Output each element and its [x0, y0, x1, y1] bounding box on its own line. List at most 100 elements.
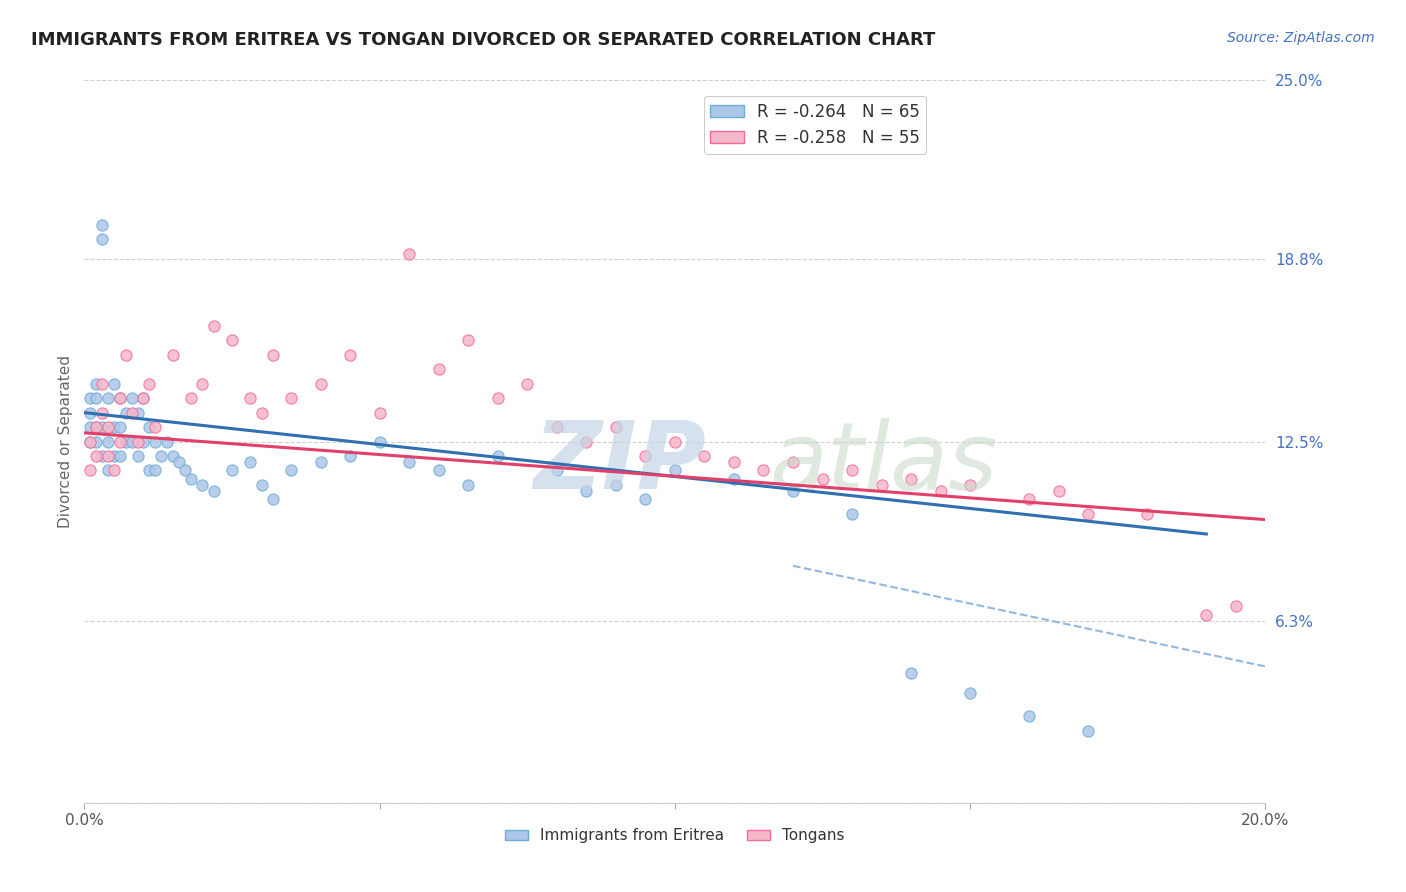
Point	[1018, 709, 1040, 723]
Point	[427, 362, 450, 376]
Point	[108, 420, 131, 434]
Point	[103, 449, 125, 463]
Point	[121, 391, 143, 405]
Point	[723, 455, 745, 469]
Point	[114, 434, 136, 449]
Point	[79, 463, 101, 477]
Point	[634, 449, 657, 463]
Point	[398, 455, 420, 469]
Point	[221, 334, 243, 348]
Point	[959, 686, 981, 700]
Point	[723, 472, 745, 486]
Point	[84, 391, 107, 405]
Point	[91, 232, 114, 246]
Point	[79, 434, 101, 449]
Point	[127, 449, 149, 463]
Point	[870, 478, 893, 492]
Point	[1018, 492, 1040, 507]
Point	[929, 483, 952, 498]
Point	[150, 449, 173, 463]
Point	[114, 406, 136, 420]
Point	[841, 463, 863, 477]
Point	[546, 463, 568, 477]
Point	[121, 434, 143, 449]
Point	[156, 434, 179, 449]
Point	[132, 434, 155, 449]
Point	[664, 434, 686, 449]
Point	[309, 455, 332, 469]
Point	[97, 420, 120, 434]
Point	[1136, 507, 1159, 521]
Point	[108, 391, 131, 405]
Point	[782, 455, 804, 469]
Y-axis label: Divorced or Separated: Divorced or Separated	[58, 355, 73, 528]
Point	[132, 391, 155, 405]
Point	[693, 449, 716, 463]
Point	[959, 478, 981, 492]
Point	[108, 449, 131, 463]
Text: IMMIGRANTS FROM ERITREA VS TONGAN DIVORCED OR SEPARATED CORRELATION CHART: IMMIGRANTS FROM ERITREA VS TONGAN DIVORC…	[31, 31, 935, 49]
Point	[143, 463, 166, 477]
Point	[280, 391, 302, 405]
Point	[79, 420, 101, 434]
Point	[108, 434, 131, 449]
Point	[91, 449, 114, 463]
Point	[91, 420, 114, 434]
Point	[202, 318, 225, 333]
Point	[1047, 483, 1070, 498]
Point	[634, 492, 657, 507]
Point	[811, 472, 834, 486]
Point	[605, 420, 627, 434]
Point	[1077, 723, 1099, 738]
Point	[103, 463, 125, 477]
Point	[138, 376, 160, 391]
Point	[250, 478, 273, 492]
Point	[180, 472, 202, 486]
Point	[114, 348, 136, 362]
Point	[339, 449, 361, 463]
Point	[1077, 507, 1099, 521]
Point	[143, 434, 166, 449]
Point	[84, 449, 107, 463]
Point	[91, 406, 114, 420]
Point	[121, 406, 143, 420]
Legend: Immigrants from Eritrea, Tongans: Immigrants from Eritrea, Tongans	[499, 822, 851, 849]
Point	[138, 420, 160, 434]
Point	[162, 449, 184, 463]
Point	[575, 434, 598, 449]
Point	[398, 246, 420, 260]
Point	[900, 472, 922, 486]
Point	[167, 455, 190, 469]
Point	[368, 434, 391, 449]
Point	[97, 391, 120, 405]
Point	[339, 348, 361, 362]
Point	[221, 463, 243, 477]
Point	[752, 463, 775, 477]
Text: ZIP: ZIP	[533, 417, 706, 509]
Point	[103, 420, 125, 434]
Point	[162, 348, 184, 362]
Point	[79, 391, 101, 405]
Point	[1195, 607, 1218, 622]
Point	[486, 391, 509, 405]
Point	[605, 478, 627, 492]
Point	[457, 334, 479, 348]
Point	[84, 376, 107, 391]
Point	[782, 483, 804, 498]
Point	[97, 463, 120, 477]
Point	[108, 391, 131, 405]
Point	[309, 376, 332, 391]
Point	[900, 665, 922, 680]
Point	[91, 218, 114, 232]
Point	[138, 463, 160, 477]
Point	[191, 376, 214, 391]
Point	[173, 463, 195, 477]
Point	[368, 406, 391, 420]
Point	[79, 406, 101, 420]
Point	[103, 376, 125, 391]
Point	[97, 449, 120, 463]
Point	[84, 420, 107, 434]
Text: atlas: atlas	[769, 417, 998, 508]
Point	[143, 420, 166, 434]
Point	[91, 376, 114, 391]
